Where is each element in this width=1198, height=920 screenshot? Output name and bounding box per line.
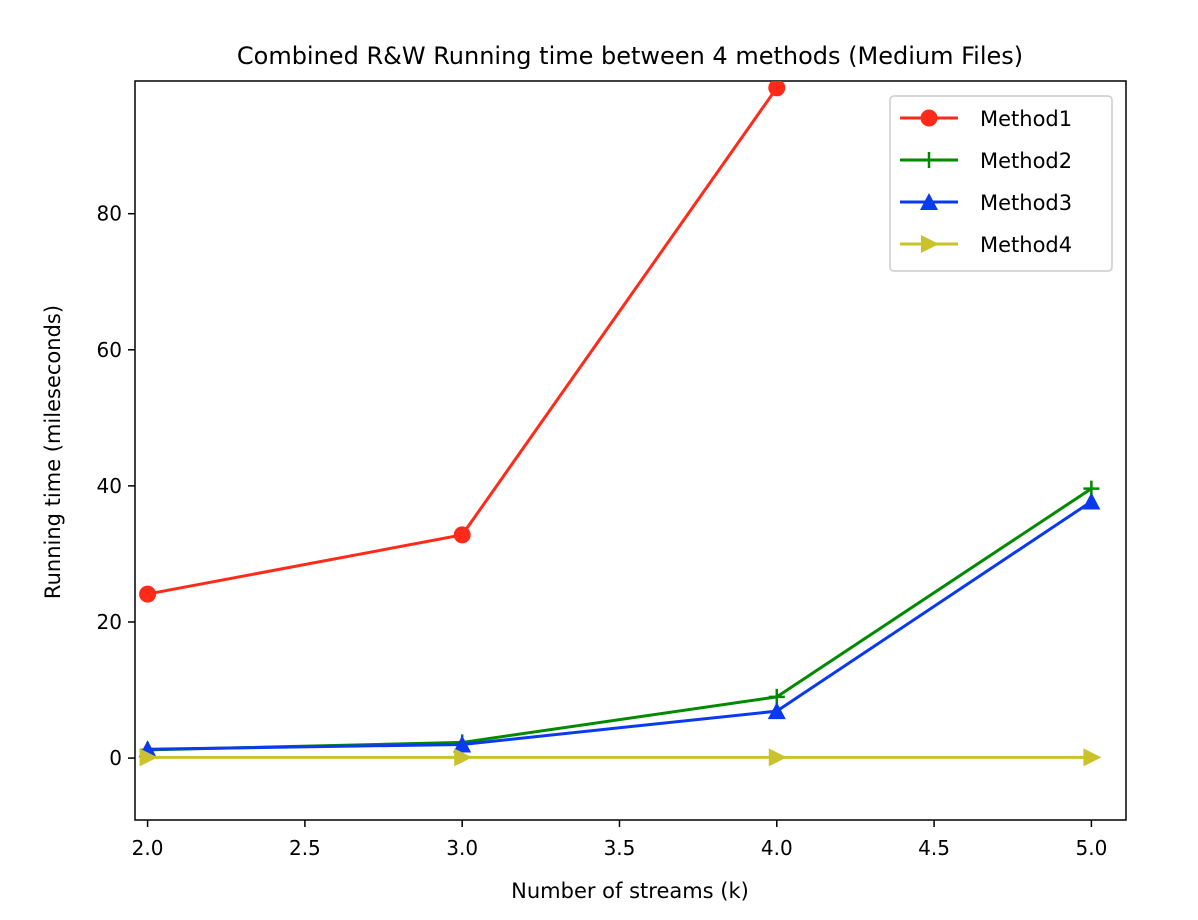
legend-item: Method1 [900,107,1072,131]
legend-item: Method3 [900,191,1072,215]
y-axis-label: Running time (mileseconds) [41,305,65,599]
series-method2 [139,480,1100,758]
data-point-method4 [139,748,158,767]
plot-area: 2.0 2.5 3.0 3.5 4.0 4.5 5.0 0 20 40 60 80 [97,80,1127,860]
series-method3 [138,492,1101,758]
legend-label: Method4 [980,233,1072,257]
y-tick-label: 0 [109,746,122,770]
data-point-method3 [1082,492,1101,510]
series-line-method3 [147,500,1093,751]
legend-marker [921,235,939,253]
x-tick-label: 3.5 [604,836,636,860]
legend-label: Method1 [980,107,1072,131]
y-tick-label: 60 [97,338,122,362]
data-point-method3 [767,702,786,720]
x-tick-label: 4.5 [918,836,950,860]
legend: Method1 Method2 Method3 Method4 [889,95,1113,272]
legend-label: Method2 [980,149,1072,173]
series-method4 [139,748,1102,767]
data-point-method1 [453,526,471,544]
series-method1 [139,81,786,603]
x-tick-label: 2.5 [289,836,321,860]
legend-box [889,95,1113,272]
legend-marker [921,152,937,168]
x-tick-label: 5.0 [1075,836,1107,860]
legend-item: Method2 [900,149,1072,173]
series-line-method1 [147,86,779,596]
y-tick-label: 20 [97,610,122,634]
data-point-method1 [768,81,786,97]
x-tick-label: 2.0 [132,836,164,860]
y-tick-label: 40 [97,474,122,498]
data-point-method1 [139,585,157,603]
legend-item: Method4 [900,233,1072,257]
data-point-method4 [454,748,473,767]
axes-frame [134,80,1127,821]
x-tick-label: 3.0 [446,836,478,860]
legend-label: Method3 [980,191,1072,215]
x-tick-label: 4.0 [761,836,793,860]
x-axis-label: Number of streams (k) [511,879,749,903]
chart-title: Combined R&W Running time between 4 meth… [237,42,1023,70]
data-point-method4 [1083,748,1102,767]
series-line-method2 [147,487,1093,752]
data-point-method3 [453,735,472,753]
legend-marker [920,109,938,127]
legend-marker [920,193,938,210]
y-tick-label: 80 [97,202,122,226]
data-point-method4 [768,748,787,767]
